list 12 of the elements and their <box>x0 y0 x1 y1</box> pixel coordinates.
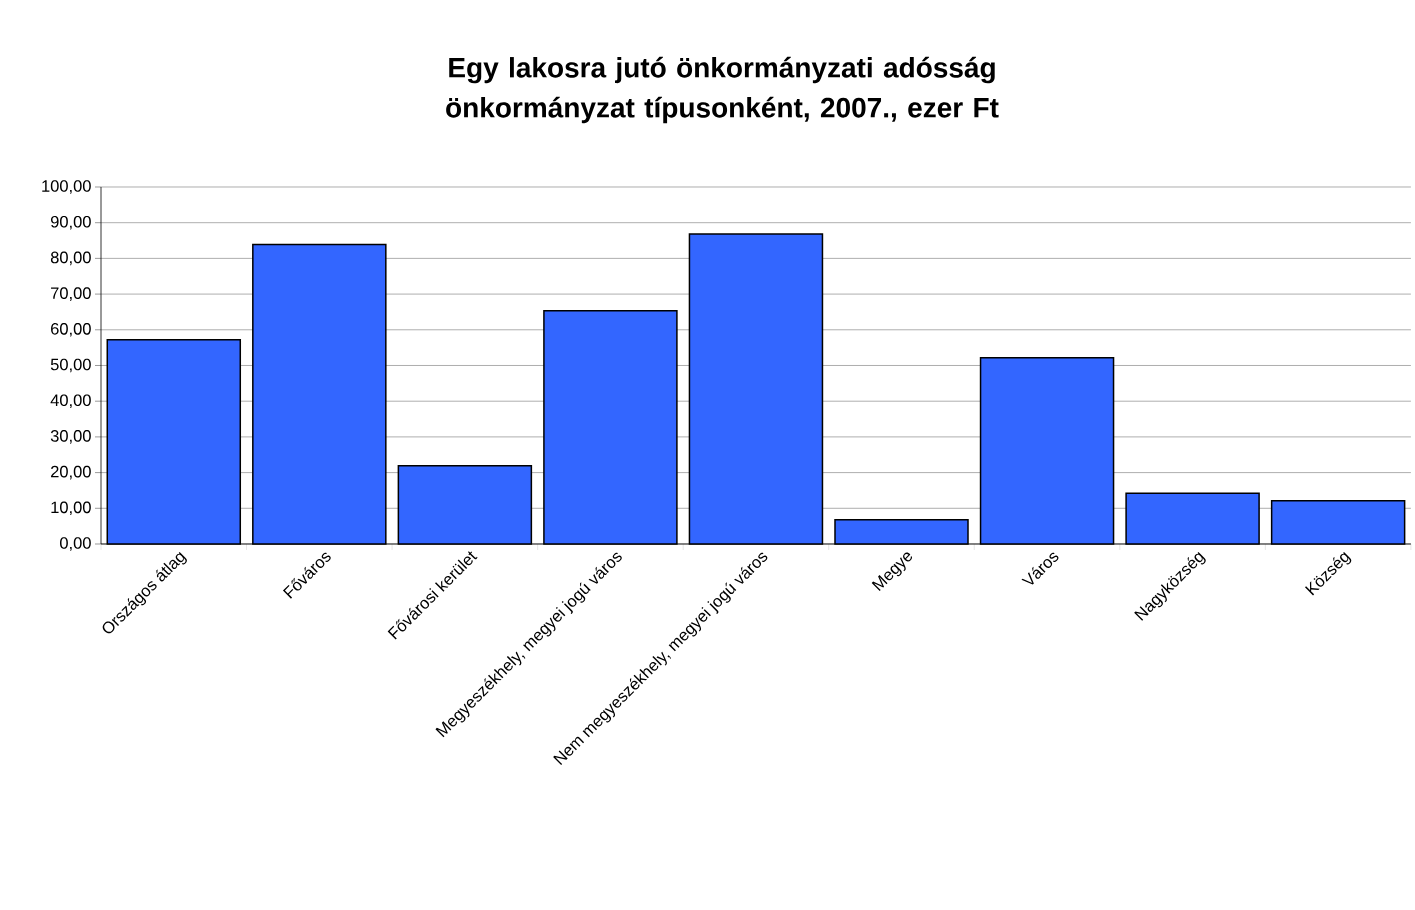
y-tick-label: 60,00 <box>51 322 91 337</box>
y-tick-label: 20,00 <box>51 465 91 480</box>
y-tick-label: 80,00 <box>50 251 91 266</box>
y-tick-label: 30,00 <box>50 430 91 444</box>
y-tick-label: 100,00 <box>42 180 91 194</box>
y-tick-label: 10,00 <box>51 501 91 516</box>
y-tick-label: 50,00 <box>50 358 91 373</box>
y-tick-label: 0,00 <box>60 537 91 551</box>
y-tick-label: 40,00 <box>50 394 91 409</box>
y-tick-label: 70,00 <box>51 287 91 301</box>
chart-title: Egy lakosra jutó önkormányzati adósság önkormányzat típusonként, 2007., ezer Ft <box>446 56 999 124</box>
y-tick-label: 90,00 <box>50 215 91 230</box>
